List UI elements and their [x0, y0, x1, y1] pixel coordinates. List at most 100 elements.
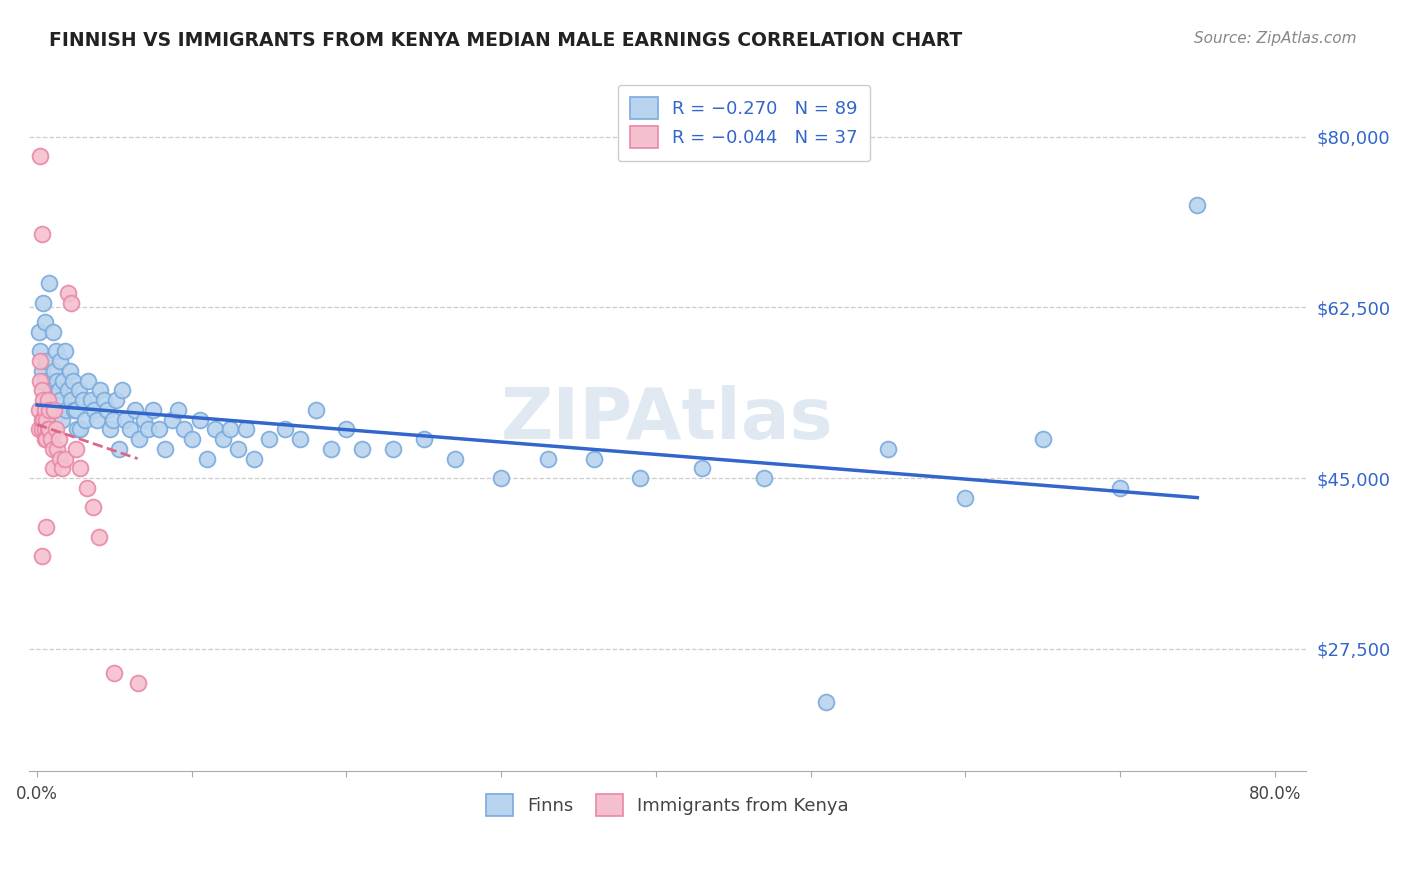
Point: [53, 451, 76, 466]
Point: [52, 374, 75, 388]
Point: [37, 422, 59, 436]
Point: [93, 393, 115, 408]
Point: [815, 695, 838, 709]
Point: [127, 676, 149, 690]
Point: [53, 344, 76, 359]
Point: [34, 374, 56, 388]
Point: [235, 422, 257, 436]
Point: [37, 393, 59, 408]
Point: [32, 412, 55, 426]
Point: [242, 451, 264, 466]
Point: [69, 461, 91, 475]
Point: [39, 384, 62, 398]
Point: [124, 402, 146, 417]
Point: [754, 471, 776, 485]
Point: [41, 461, 63, 475]
Point: [304, 402, 326, 417]
Point: [1032, 432, 1054, 446]
Point: [955, 491, 977, 505]
Point: [69, 422, 91, 436]
Point: [45, 422, 67, 436]
Point: [83, 402, 105, 417]
Point: [63, 402, 86, 417]
Point: [628, 471, 651, 485]
Point: [35, 354, 58, 368]
Point: [257, 432, 280, 446]
Point: [62, 374, 84, 388]
Point: [35, 432, 58, 446]
Point: [27, 422, 49, 436]
Point: [34, 422, 56, 436]
Point: [46, 442, 69, 456]
Point: [38, 276, 60, 290]
Point: [381, 442, 404, 456]
Point: [31, 422, 53, 436]
Point: [204, 422, 226, 436]
Point: [42, 364, 65, 378]
Point: [73, 412, 96, 426]
Point: [30, 354, 52, 368]
Point: [77, 374, 100, 388]
Point: [273, 422, 295, 436]
Point: [65, 402, 87, 417]
Point: [118, 422, 141, 436]
Point: [31, 227, 53, 242]
Point: [38, 422, 60, 436]
Point: [31, 384, 53, 398]
Point: [80, 393, 103, 408]
Point: [55, 402, 77, 417]
Point: [132, 412, 155, 426]
Text: Source: ZipAtlas.com: Source: ZipAtlas.com: [1194, 31, 1357, 46]
Point: [42, 402, 65, 417]
Point: [60, 295, 83, 310]
Point: [30, 149, 52, 163]
Point: [60, 393, 83, 408]
Point: [319, 442, 342, 456]
Point: [582, 451, 605, 466]
Point: [180, 432, 202, 446]
Point: [32, 295, 55, 310]
Point: [56, 285, 79, 300]
Point: [155, 442, 177, 456]
Point: [49, 451, 72, 466]
Point: [148, 422, 170, 436]
Point: [98, 422, 121, 436]
Point: [72, 393, 94, 408]
Point: [34, 402, 56, 417]
Point: [489, 471, 512, 485]
Point: [211, 432, 233, 446]
Point: [66, 422, 89, 436]
Point: [128, 432, 150, 446]
Point: [41, 402, 63, 417]
Point: [31, 364, 53, 378]
Point: [32, 393, 55, 408]
Point: [166, 402, 188, 417]
Point: [111, 384, 134, 398]
Point: [31, 412, 53, 426]
Point: [41, 442, 63, 456]
Point: [114, 412, 136, 426]
Point: [142, 402, 165, 417]
Point: [48, 384, 70, 398]
Point: [195, 451, 218, 466]
Point: [188, 412, 211, 426]
Point: [27, 325, 49, 339]
Point: [41, 325, 63, 339]
Text: FINNISH VS IMMIGRANTS FROM KENYA MEDIAN MALE EARNINGS CORRELATION CHART: FINNISH VS IMMIGRANTS FROM KENYA MEDIAN …: [49, 31, 963, 50]
Point: [226, 442, 249, 456]
Point: [46, 374, 69, 388]
Legend: Finns, Immigrants from Kenya: Finns, Immigrants from Kenya: [477, 785, 858, 825]
Text: ZIPAtlas: ZIPAtlas: [501, 385, 834, 454]
Point: [87, 530, 110, 544]
Point: [690, 461, 713, 475]
Point: [35, 520, 58, 534]
Point: [86, 412, 108, 426]
Point: [101, 412, 124, 426]
Point: [39, 432, 62, 446]
Point: [219, 422, 242, 436]
Point: [31, 549, 53, 563]
Point: [49, 354, 72, 368]
Point: [96, 402, 118, 417]
Point: [536, 451, 558, 466]
Point: [34, 315, 56, 329]
